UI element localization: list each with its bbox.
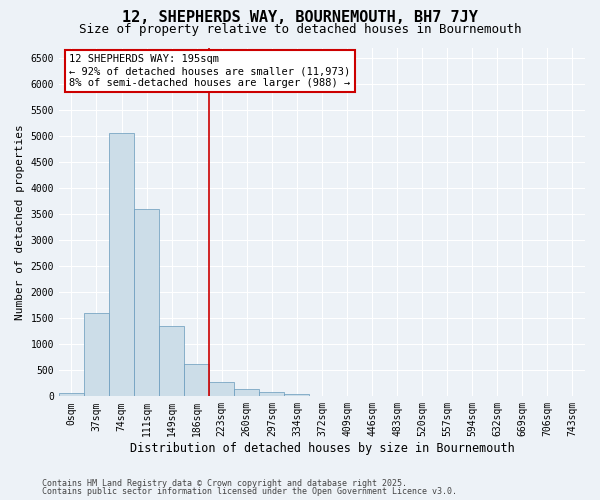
X-axis label: Distribution of detached houses by size in Bournemouth: Distribution of detached houses by size … xyxy=(130,442,514,455)
Bar xyxy=(159,326,184,396)
Text: Size of property relative to detached houses in Bournemouth: Size of property relative to detached ho… xyxy=(79,22,521,36)
Text: 12 SHEPHERDS WAY: 195sqm
← 92% of detached houses are smaller (11,973)
8% of sem: 12 SHEPHERDS WAY: 195sqm ← 92% of detach… xyxy=(70,54,350,88)
Text: 12, SHEPHERDS WAY, BOURNEMOUTH, BH7 7JY: 12, SHEPHERDS WAY, BOURNEMOUTH, BH7 7JY xyxy=(122,10,478,25)
Bar xyxy=(234,389,259,396)
Bar xyxy=(259,392,284,396)
Bar xyxy=(134,209,159,396)
Bar xyxy=(84,313,109,396)
Bar xyxy=(284,394,310,396)
Y-axis label: Number of detached properties: Number of detached properties xyxy=(15,124,25,320)
Bar xyxy=(59,393,84,396)
Bar xyxy=(184,364,209,396)
Bar xyxy=(109,134,134,396)
Text: Contains public sector information licensed under the Open Government Licence v3: Contains public sector information licen… xyxy=(42,487,457,496)
Bar xyxy=(209,382,234,396)
Text: Contains HM Land Registry data © Crown copyright and database right 2025.: Contains HM Land Registry data © Crown c… xyxy=(42,478,407,488)
